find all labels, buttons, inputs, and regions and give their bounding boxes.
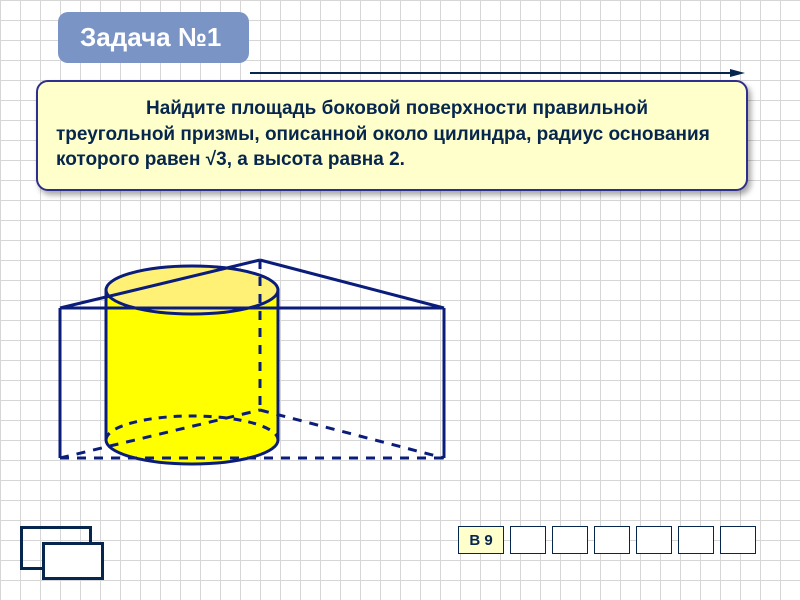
answer-cell[interactable] — [678, 526, 714, 554]
answer-label: В 9 — [458, 526, 504, 554]
corner-decoration — [20, 526, 108, 582]
arrow-divider — [250, 68, 745, 70]
problem-title-text: Задача №1 — [80, 22, 221, 52]
answer-cell[interactable] — [510, 526, 546, 554]
geometry-diagram — [30, 230, 460, 490]
slide: Задача №1 Найдите площадь боковой поверх… — [0, 0, 800, 600]
answer-cell[interactable] — [594, 526, 630, 554]
problem-text-lead: Найдите площадь боковой поверхности — [146, 98, 527, 119]
answer-cell[interactable] — [720, 526, 756, 554]
answer-cell[interactable] — [636, 526, 672, 554]
problem-title: Задача №1 — [58, 12, 249, 63]
answer-cell[interactable] — [552, 526, 588, 554]
problem-statement: Найдите площадь боковой поверхности прав… — [36, 80, 748, 191]
answer-row: В 9 — [458, 526, 756, 554]
